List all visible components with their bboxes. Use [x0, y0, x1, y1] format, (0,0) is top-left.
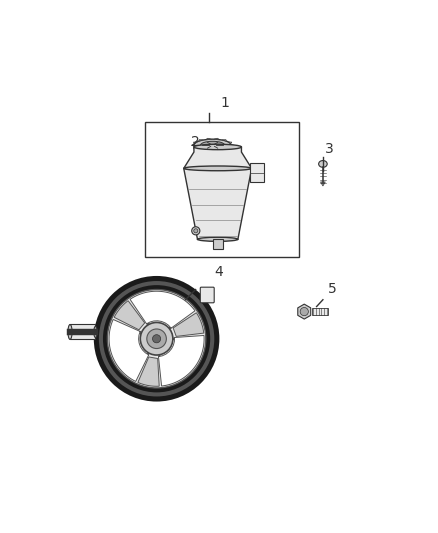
Circle shape: [103, 285, 210, 392]
Circle shape: [94, 276, 219, 401]
Polygon shape: [191, 144, 194, 146]
Polygon shape: [193, 142, 197, 143]
Polygon shape: [214, 151, 219, 152]
Polygon shape: [214, 138, 219, 140]
Text: 1: 1: [220, 95, 229, 110]
Polygon shape: [130, 291, 195, 328]
Bar: [312, 308, 328, 315]
Polygon shape: [114, 301, 145, 330]
Polygon shape: [222, 140, 226, 141]
Polygon shape: [298, 304, 311, 319]
Circle shape: [152, 335, 161, 343]
Polygon shape: [184, 147, 251, 239]
Circle shape: [194, 229, 198, 233]
Bar: [212, 239, 223, 249]
Polygon shape: [109, 319, 148, 382]
Ellipse shape: [198, 237, 238, 241]
Polygon shape: [138, 357, 159, 386]
Circle shape: [300, 308, 308, 316]
Polygon shape: [206, 138, 211, 140]
Polygon shape: [206, 151, 211, 152]
Polygon shape: [199, 149, 203, 151]
Polygon shape: [173, 313, 204, 336]
Circle shape: [147, 329, 166, 349]
Polygon shape: [321, 182, 325, 186]
Text: 5: 5: [328, 282, 337, 296]
Ellipse shape: [68, 325, 72, 340]
Polygon shape: [228, 142, 232, 143]
Polygon shape: [228, 147, 232, 149]
Bar: [70, 325, 95, 340]
Text: 3: 3: [325, 142, 333, 157]
Polygon shape: [159, 335, 204, 386]
Polygon shape: [231, 144, 234, 146]
Ellipse shape: [194, 139, 231, 151]
Circle shape: [107, 289, 206, 388]
FancyBboxPatch shape: [200, 287, 214, 303]
Polygon shape: [193, 147, 197, 149]
Ellipse shape: [194, 144, 241, 150]
Polygon shape: [222, 149, 226, 151]
Text: 2: 2: [191, 135, 200, 149]
Ellipse shape: [94, 326, 97, 337]
Text: 4: 4: [214, 265, 223, 279]
Polygon shape: [199, 140, 203, 141]
Circle shape: [99, 281, 214, 397]
Bar: [145, 122, 299, 257]
Ellipse shape: [184, 166, 251, 171]
Circle shape: [192, 227, 200, 235]
Ellipse shape: [318, 160, 327, 167]
Ellipse shape: [201, 141, 225, 149]
FancyBboxPatch shape: [250, 163, 264, 182]
Circle shape: [140, 322, 173, 355]
